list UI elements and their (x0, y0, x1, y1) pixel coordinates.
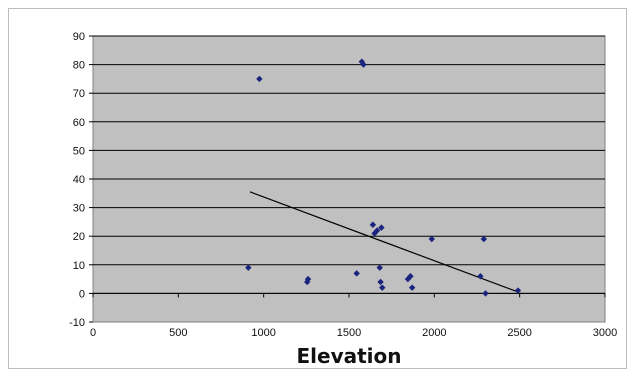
data-point (378, 224, 385, 231)
chart-frame: -10 0 10 20 30 40 50 60 70 80 90 0 500 1000 1500 2000 2… (8, 8, 627, 369)
data-point (408, 284, 416, 291)
x-tick-label: 2000 (422, 327, 446, 339)
y-tick-label: -10 (69, 317, 85, 329)
data-point (482, 290, 489, 297)
y-tick-label: 80 (73, 60, 85, 72)
y-tick-label: 90 (73, 31, 85, 43)
x-axis-ticks: 0 500 1000 1500 2000 2500 3000 (90, 292, 617, 339)
trendline-group (249, 191, 519, 293)
data-point (376, 264, 383, 271)
x-tick-label: 2500 (507, 327, 531, 339)
y-tick-label: 60 (73, 117, 85, 129)
trendline (249, 191, 519, 293)
x-tick-label: 1500 (337, 327, 361, 339)
y-tick-label: 30 (73, 203, 85, 215)
y-axis-ticks: -10 0 10 20 30 40 50 60 70 80 90 (69, 31, 93, 329)
data-point (256, 75, 263, 83)
scatter-chart: -10 0 10 20 30 40 50 60 70 80 90 0 500 1000 1500 2000 2… (69, 31, 617, 368)
y-tick-label: 40 (73, 174, 85, 186)
data-point (360, 61, 367, 68)
data-point (304, 275, 312, 283)
data-point (480, 235, 488, 243)
data-point (358, 58, 365, 65)
data-point (379, 284, 386, 291)
data-point (369, 221, 377, 228)
y-tick-label: 10 (73, 260, 85, 272)
x-axis-label: Elevation (296, 344, 401, 368)
x-tick-label: 3000 (593, 327, 617, 339)
y-tick-label: 50 (73, 145, 85, 157)
data-point (428, 235, 435, 243)
data-points (245, 58, 522, 297)
data-point (373, 227, 381, 234)
data-point (407, 273, 414, 280)
y-tick-label: 0 (79, 288, 85, 300)
data-point (353, 270, 360, 277)
data-point (477, 273, 484, 280)
data-point (514, 287, 522, 294)
x-tick-label: 0 (90, 327, 96, 339)
data-point (245, 264, 252, 271)
x-tick-label: 500 (169, 327, 187, 339)
y-tick-label: 70 (73, 88, 85, 100)
data-point (377, 278, 384, 286)
y-tick-label: 20 (73, 231, 85, 243)
x-tick-label: 1000 (251, 327, 275, 339)
